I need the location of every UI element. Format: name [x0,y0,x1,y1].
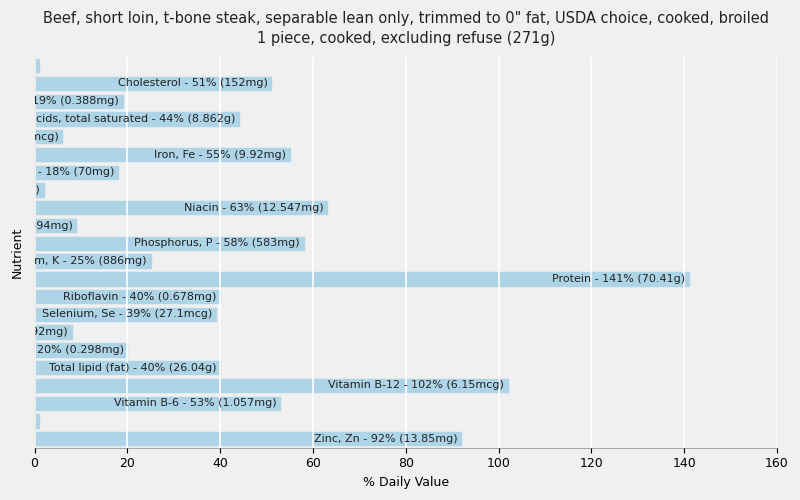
Bar [34,308,215,321]
Title: Beef, short loin, t-bone steak, separable lean only, trimmed to 0" fat, USDA cho: Beef, short loin, t-bone steak, separabl… [42,11,769,46]
Bar [34,361,220,374]
Bar [34,326,72,339]
Text: Iron, Fe - 55% (9.92mg): Iron, Fe - 55% (9.92mg) [154,150,286,160]
Bar [34,414,39,428]
Bar [34,148,290,161]
Text: Magnesium, Mg - 18% (70mg): Magnesium, Mg - 18% (70mg) [0,168,114,177]
Bar [34,59,39,72]
Bar [34,379,508,392]
Text: Niacin - 63% (12.547mg): Niacin - 63% (12.547mg) [183,203,323,213]
Y-axis label: Nutrient: Nutrient [11,226,24,278]
Bar [34,130,62,143]
Bar [34,219,76,232]
Text: Vitamin E (alpha-tocopherol) - 1% (0.38mg): Vitamin E (alpha-tocopherol) - 1% (0.38m… [0,416,35,426]
Bar [34,201,327,214]
Text: Vitamin B-12 - 102% (6.15mcg): Vitamin B-12 - 102% (6.15mcg) [328,380,504,390]
Bar [34,166,118,179]
Bar [34,396,281,410]
Bar [34,343,127,356]
Text: Sodium, Na - 8% (192mg): Sodium, Na - 8% (192mg) [0,327,68,337]
Text: Total lipid (fat) - 40% (26.04g): Total lipid (fat) - 40% (26.04g) [49,362,217,372]
Bar [34,290,220,304]
Text: Phosphorus, P - 58% (583mg): Phosphorus, P - 58% (583mg) [134,238,300,248]
Text: Copper, Cu - 19% (0.388mg): Copper, Cu - 19% (0.388mg) [0,96,119,106]
Bar [34,432,462,446]
Bar [34,112,238,126]
Bar [34,272,689,285]
Text: Calcium, Ca - 1% (11mg): Calcium, Ca - 1% (11mg) [0,60,35,70]
Text: Thiamin - 20% (0.298mg): Thiamin - 20% (0.298mg) [0,345,124,355]
Text: Zinc, Zn - 92% (13.85mg): Zinc, Zn - 92% (13.85mg) [314,434,458,444]
Text: Manganese, Mn - 2% (0.043mg): Manganese, Mn - 2% (0.043mg) [0,185,40,195]
Bar [34,184,44,196]
Bar [34,236,304,250]
Bar [34,254,150,268]
Text: Folate, total - 6% (22mcg): Folate, total - 6% (22mcg) [0,132,58,141]
Bar [34,77,271,90]
Text: Selenium, Se - 39% (27.1mcg): Selenium, Se - 39% (27.1mcg) [42,310,212,320]
Text: Protein - 141% (70.41g): Protein - 141% (70.41g) [552,274,685,284]
Text: Vitamin B-6 - 53% (1.057mg): Vitamin B-6 - 53% (1.057mg) [114,398,277,408]
Text: Fatty acids, total saturated - 44% (8.862g): Fatty acids, total saturated - 44% (8.86… [0,114,235,124]
Text: Pantothenic acid - 9% (0.894mg): Pantothenic acid - 9% (0.894mg) [0,220,73,230]
X-axis label: % Daily Value: % Daily Value [362,476,449,489]
Bar [34,94,122,108]
Text: Riboflavin - 40% (0.678mg): Riboflavin - 40% (0.678mg) [63,292,217,302]
Text: Cholesterol - 51% (152mg): Cholesterol - 51% (152mg) [118,78,267,88]
Text: Potassium, K - 25% (886mg): Potassium, K - 25% (886mg) [0,256,147,266]
